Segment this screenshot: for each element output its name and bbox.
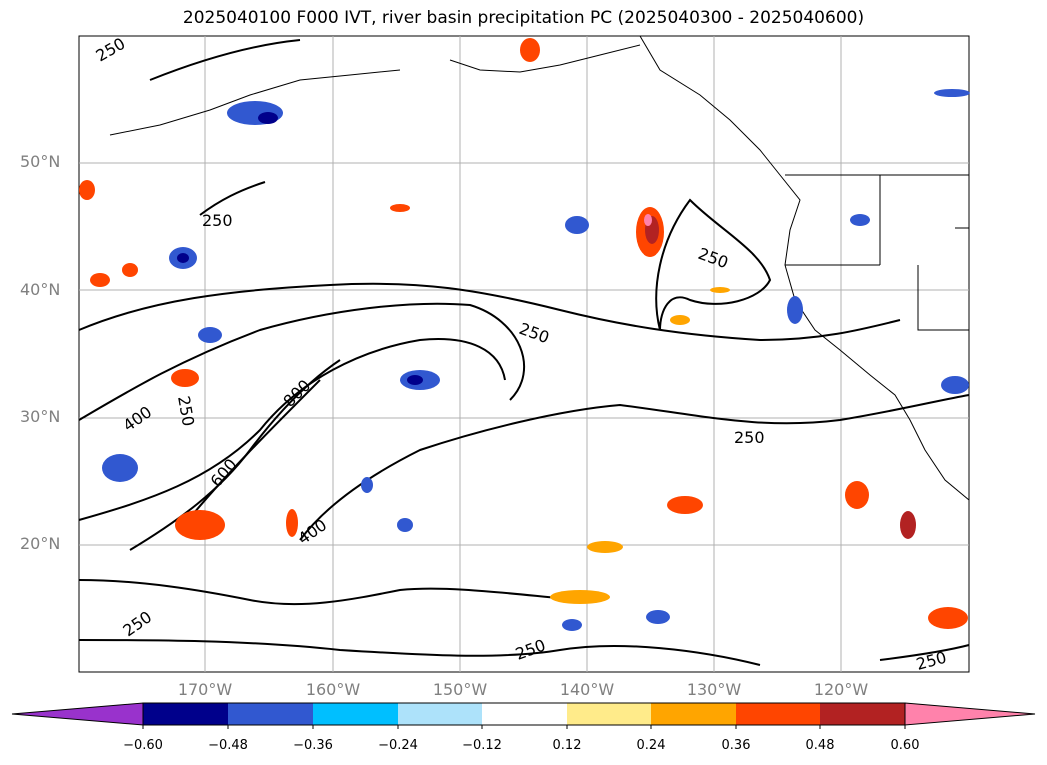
contour-label: 250 bbox=[202, 211, 233, 230]
colorbar-tick-label: −0.12 bbox=[462, 738, 502, 753]
lat-label-20n: 20°N bbox=[20, 534, 61, 553]
lon-label-140w: 140°W bbox=[559, 680, 615, 699]
lat-label-50n: 50°N bbox=[20, 152, 61, 171]
colorbar-segment bbox=[736, 703, 820, 725]
colorbar-tick-label: 0.36 bbox=[721, 738, 751, 753]
lat-label-40n: 40°N bbox=[20, 280, 61, 299]
colorbar-segment bbox=[313, 703, 398, 725]
colorbar-extend-min bbox=[11, 702, 144, 726]
lon-label-150w: 150°W bbox=[432, 680, 488, 699]
colorbar-segment bbox=[651, 703, 736, 725]
precip-pc-shading bbox=[79, 38, 970, 631]
colorbar-segment bbox=[820, 703, 905, 725]
colorbar-segment bbox=[482, 703, 567, 725]
colorbar-tick-label: 0.60 bbox=[890, 738, 920, 753]
lon-label-130w: 130°W bbox=[686, 680, 742, 699]
map-panel bbox=[78, 35, 970, 673]
ivt-contours bbox=[78, 39, 970, 666]
colorbar-tick-label: 0.24 bbox=[636, 738, 666, 753]
lon-label-170w: 170°W bbox=[177, 680, 233, 699]
colorbar-segment bbox=[567, 703, 651, 725]
colorbar-tick-label: −0.60 bbox=[123, 738, 163, 753]
lat-label-30n: 30°N bbox=[20, 407, 61, 426]
lon-label-120w: 120°W bbox=[813, 680, 869, 699]
colorbar-tick-label: −0.48 bbox=[208, 738, 248, 753]
colorbar-extend-max bbox=[904, 702, 1036, 726]
coastline bbox=[109, 35, 970, 501]
map-title: 2025040100 F000 IVT, river basin precipi… bbox=[182, 8, 865, 28]
colorbar-tick-label: −0.36 bbox=[293, 738, 333, 753]
lon-label-160w: 160°W bbox=[305, 680, 361, 699]
colorbar-segment bbox=[228, 703, 313, 725]
colorbar-segment bbox=[143, 703, 228, 725]
colorbar-segment bbox=[398, 703, 482, 725]
colorbar-tick-label: −0.24 bbox=[378, 738, 418, 753]
colorbar-tick-label: 0.48 bbox=[805, 738, 835, 753]
colorbar bbox=[11, 702, 1036, 729]
contour-label: 250 bbox=[734, 428, 765, 447]
colorbar-tick-label: 0.12 bbox=[552, 738, 582, 753]
gridlines bbox=[79, 36, 969, 672]
